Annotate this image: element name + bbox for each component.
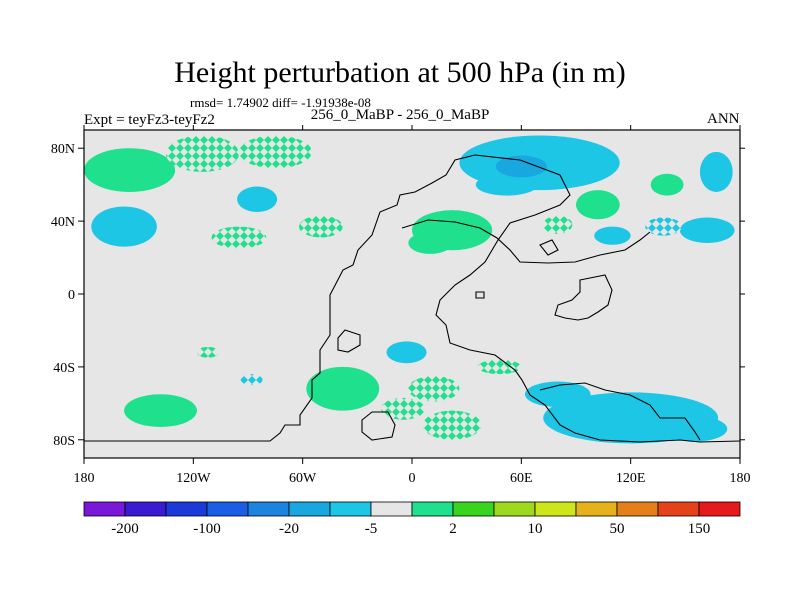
colorbar-swatch xyxy=(411,501,454,517)
anomaly-region-neg xyxy=(386,341,427,364)
x-tick-label: 120E xyxy=(616,471,646,486)
colorbar-swatch xyxy=(370,501,413,517)
anomaly-region-pos-hatch xyxy=(408,376,460,402)
anomaly-region-pos xyxy=(408,232,453,254)
experiment-label: Expt = teyFz3-teyFz2 xyxy=(84,112,215,128)
anomaly-region-pos-hatch xyxy=(299,215,343,238)
x-tick-label: 60W xyxy=(289,471,317,486)
colorbar-label: 150 xyxy=(688,521,711,537)
x-tick-label: 120W xyxy=(176,471,211,486)
anomaly-region-pos-hatch xyxy=(166,135,239,172)
colorbar-swatch xyxy=(124,501,167,517)
x-tick-label: 0 xyxy=(409,471,416,486)
anomaly-regions xyxy=(84,135,735,444)
anomaly-region-pos-hatch xyxy=(196,346,219,358)
anomaly-region-pos xyxy=(107,159,170,185)
anomaly-region-neg xyxy=(699,151,733,192)
colorbar-swatch xyxy=(83,501,126,517)
colorbar-label: -5 xyxy=(365,521,378,537)
anomaly-region-neg xyxy=(524,381,591,407)
colorbar-swatch xyxy=(534,501,577,517)
y-tick-label: 40S xyxy=(53,361,75,376)
colorbar-label: 2 xyxy=(449,521,457,537)
colorbar-swatch xyxy=(575,501,618,517)
colorbar-label: 50 xyxy=(610,521,625,537)
colorbar-swatch xyxy=(616,501,659,517)
anomaly-region-neg-hatch xyxy=(240,374,263,386)
colorbar-swatch xyxy=(165,501,208,517)
anomaly-region-neg xyxy=(91,206,157,247)
anomaly-region-pos xyxy=(306,366,380,411)
colorbar: -200 -100 -20 -5 2 10 50 150 xyxy=(83,501,741,537)
anomaly-region-pos-hatch xyxy=(543,215,573,234)
anomaly-region-pos-hatch xyxy=(238,135,312,169)
stats-text: rmsd= 1.74902 diff= -1.91938e-08 xyxy=(190,95,371,110)
colorbar-label: 10 xyxy=(528,521,543,537)
chart-title: Height perturbation at 500 hPa (in m) xyxy=(174,56,626,89)
colorbar-swatch xyxy=(698,501,741,517)
anomaly-region-pos-hatch xyxy=(381,397,425,420)
anomaly-region-neg-dark xyxy=(495,155,547,178)
season-label: ANN xyxy=(707,111,740,127)
anomaly-region-neg xyxy=(661,416,728,442)
colorbar-swatch xyxy=(247,501,290,517)
x-tick-label: 180 xyxy=(730,471,751,486)
y-tick-label: 40N xyxy=(51,215,75,230)
colorbar-label: -200 xyxy=(111,521,139,537)
anomaly-region-pos xyxy=(576,190,620,220)
colorbar-swatch xyxy=(288,501,331,517)
x-axis: 180 120W 60W 0 60E 120E 180 xyxy=(74,125,751,486)
y-tick-label: 80N xyxy=(51,142,75,157)
y-axis: 80N 40N 0 40S 80S xyxy=(51,142,745,449)
x-tick-label: 60E xyxy=(510,471,533,486)
anomaly-region-neg xyxy=(679,217,735,243)
anomaly-region-pos xyxy=(124,394,197,428)
colorbar-swatch xyxy=(657,501,700,517)
x-tick-label: 180 xyxy=(74,471,95,486)
y-tick-label: 80S xyxy=(53,434,75,449)
colorbar-swatch xyxy=(493,501,536,517)
anomaly-region-pos xyxy=(650,173,684,196)
anomaly-region-pos-hatch xyxy=(211,226,267,249)
anomaly-region-neg-hatch xyxy=(645,217,682,236)
anomaly-region-pos-hatch xyxy=(477,359,522,375)
anomaly-region-neg xyxy=(237,186,278,212)
colorbar-swatch xyxy=(452,501,495,517)
colorbar-swatch xyxy=(329,501,372,517)
anomaly-region-neg xyxy=(475,173,538,196)
anomaly-region-neg xyxy=(594,226,631,245)
colorbar-label: -20 xyxy=(279,521,299,537)
chart-subtitle: 256_0_MaBP - 256_0_MaBP xyxy=(310,107,490,123)
y-tick-label: 0 xyxy=(68,288,75,303)
colorbar-label: -100 xyxy=(193,521,221,537)
anomaly-region-pos-hatch xyxy=(422,410,482,440)
colorbar-swatch xyxy=(206,501,249,517)
